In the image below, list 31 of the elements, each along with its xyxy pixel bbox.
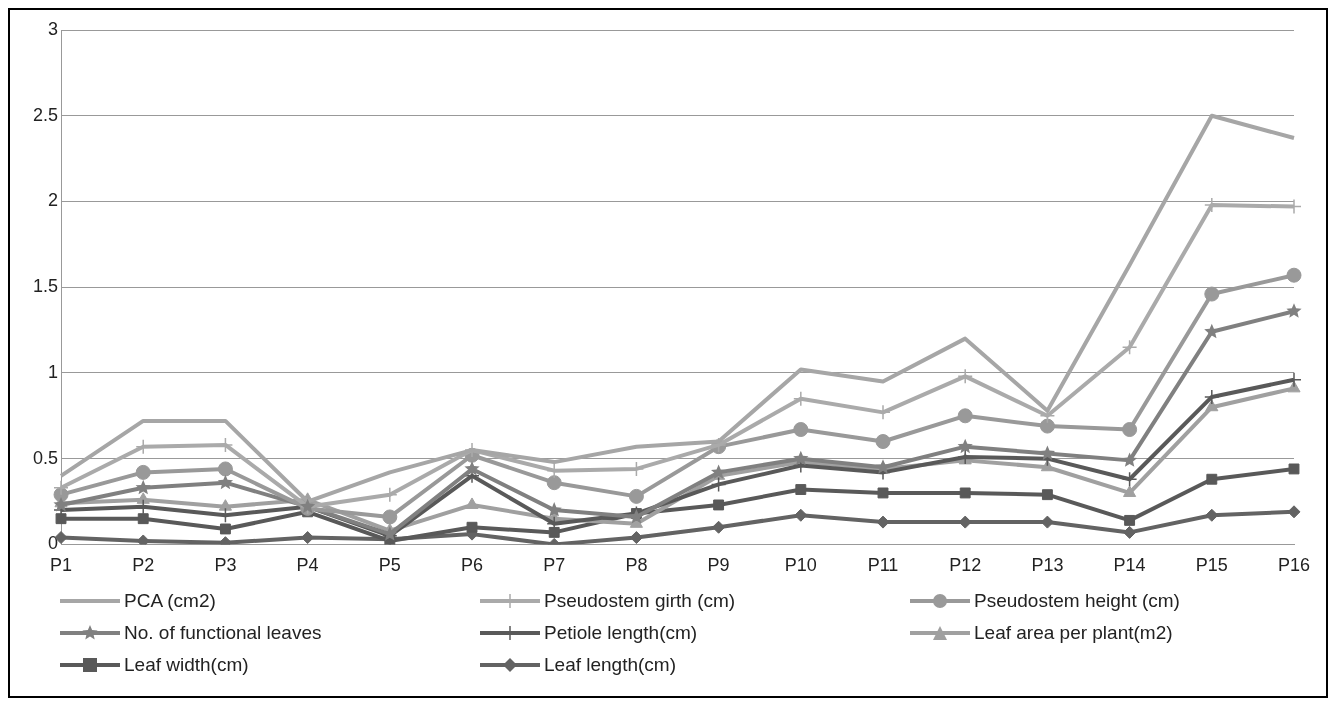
- x-tick-label: P8: [625, 555, 648, 576]
- legend-label: Leaf area per plant(m2): [974, 622, 1173, 644]
- y-tick-label: 0.5: [32, 447, 59, 468]
- legend-label: Leaf width(cm): [124, 654, 249, 676]
- x-tick-label: P10: [784, 555, 817, 576]
- legend-label: No. of functional leaves: [124, 622, 322, 644]
- y-tick-label: 1: [48, 361, 59, 382]
- y-tick-label: 1.5: [32, 276, 59, 297]
- x-tick-label: P7: [543, 555, 566, 576]
- y-tick-label: 3: [48, 18, 59, 39]
- x-tick-label: P4: [296, 555, 319, 576]
- x-tick-label: P14: [1113, 555, 1146, 576]
- x-tick-label: P6: [461, 555, 484, 576]
- legend-label: PCA (cm2): [124, 590, 216, 612]
- y-tick-label: 2.5: [32, 104, 59, 125]
- x-tick-label: P5: [378, 555, 401, 576]
- legend-label: Pseudostem girth (cm): [544, 590, 736, 612]
- x-tick-label: P9: [707, 555, 730, 576]
- x-tick-label: P12: [949, 555, 982, 576]
- legend-label: Petiole length(cm): [544, 622, 698, 644]
- legend-label: Pseudostem height (cm): [974, 590, 1180, 612]
- x-tick-label: P2: [132, 555, 155, 576]
- x-tick-label: P13: [1031, 555, 1064, 576]
- x-tick-label: P3: [214, 555, 237, 576]
- x-tick-label: P15: [1195, 555, 1228, 576]
- x-tick-label: P16: [1277, 555, 1311, 576]
- y-tick-label: 2: [48, 190, 59, 211]
- legend-label: Leaf length(cm): [544, 654, 677, 676]
- y-tick-label: 0: [48, 533, 59, 554]
- x-tick-label: P1: [50, 555, 73, 576]
- x-tick-label: P11: [867, 555, 899, 576]
